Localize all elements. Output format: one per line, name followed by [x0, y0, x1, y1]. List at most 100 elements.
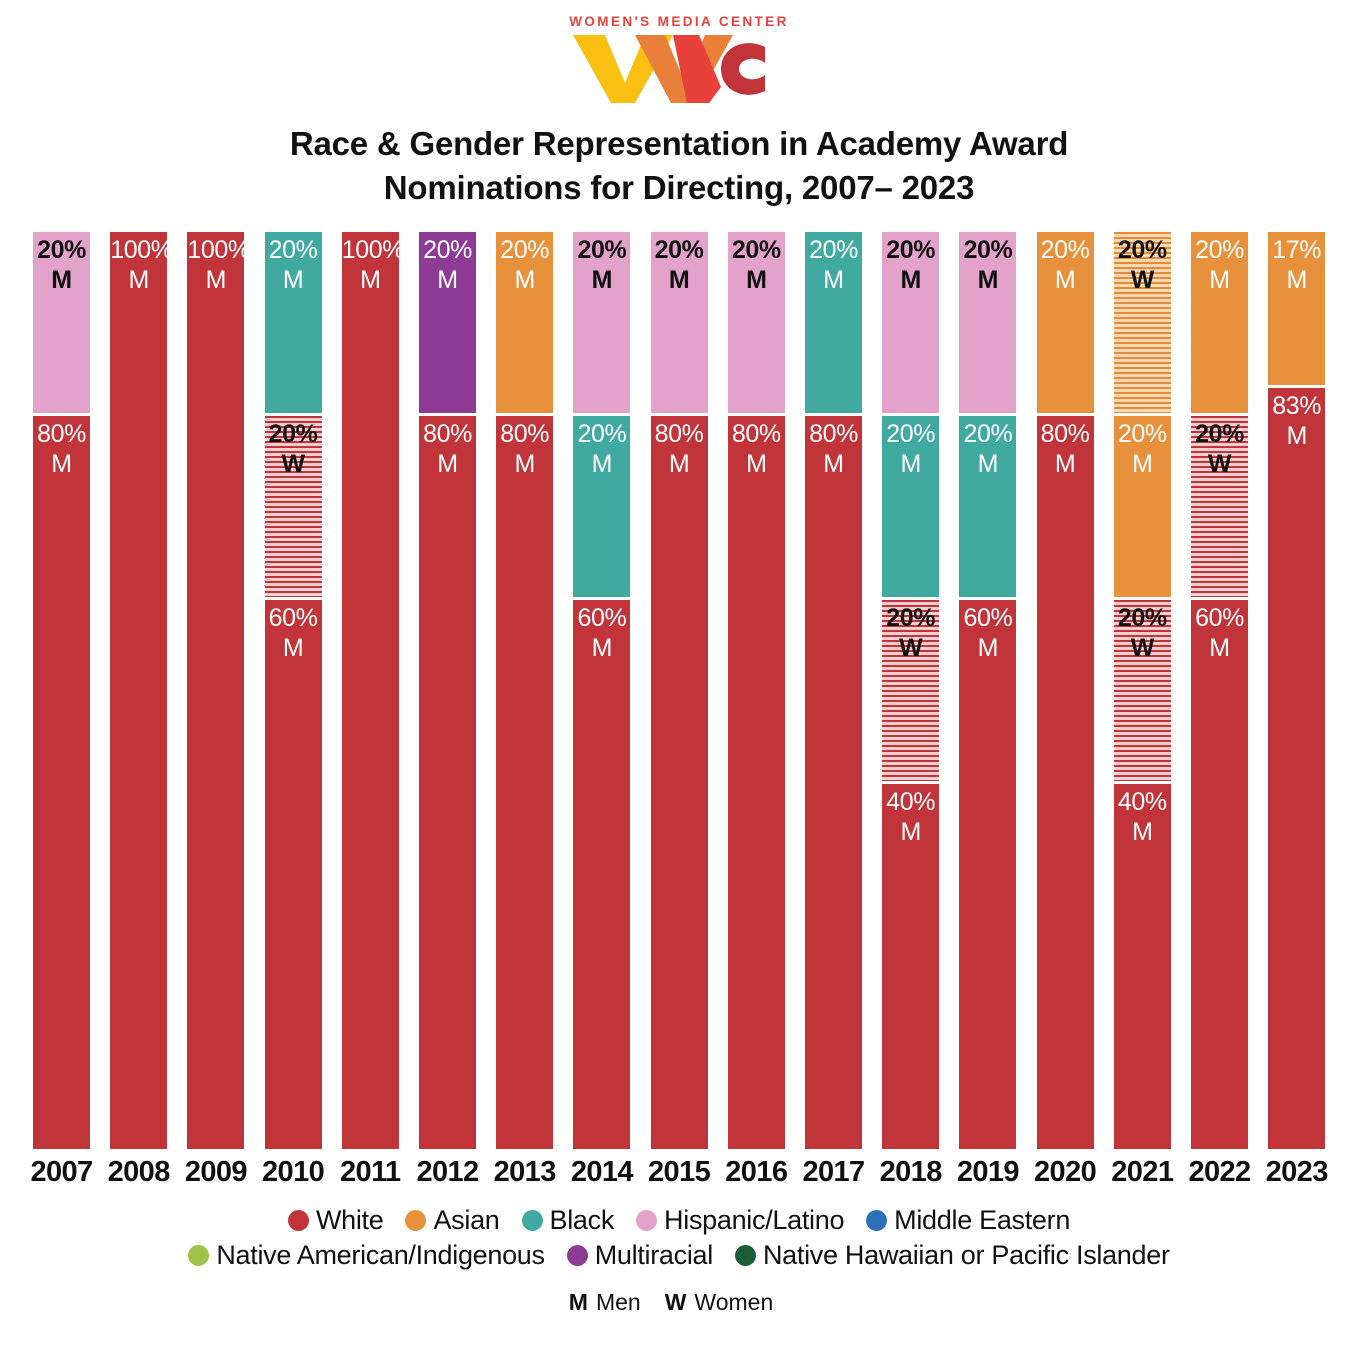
- segment-label: 17% M: [1268, 236, 1325, 295]
- legend-gender-key: M Men W Women: [0, 1289, 1358, 1316]
- bar-segment-2010-white-w: 20% W: [264, 416, 322, 597]
- legend-label: White: [315, 1205, 384, 1235]
- bar-column-2017: 20% M 80% M: [805, 232, 862, 1152]
- bar-column-2020: 20% M 80% M: [1036, 232, 1094, 1152]
- legend-item-white[interactable]: White: [287, 1205, 384, 1236]
- segment-label: 100% M: [110, 236, 167, 295]
- bar-segment-2023-asian-m: 17% M: [1268, 232, 1326, 386]
- segment-percent: 20%: [423, 236, 472, 264]
- x-tick-2016: 2016: [725, 1156, 788, 1188]
- x-tick-2021: 2021: [1111, 1156, 1174, 1188]
- legend-item-hispanic-latino[interactable]: Hispanic/Latino: [636, 1205, 844, 1236]
- segment-gender: M: [282, 265, 304, 294]
- bar-segment-2011-white-m: 100% M: [341, 232, 399, 1149]
- segment-gender: M: [977, 633, 999, 662]
- legend-item-multiracial[interactable]: Multiracial: [566, 1240, 714, 1271]
- segment-percent: 20%: [886, 420, 936, 448]
- segment-percent: 100%: [187, 236, 245, 264]
- segment-gender: M: [437, 449, 458, 478]
- legend-item-native-american-indigenous[interactable]: Native American/Indigenous: [188, 1240, 545, 1271]
- bar-segment-2008-white-m: 100% M: [110, 232, 168, 1149]
- bar-segment-2010-black-m: 20% M: [264, 232, 322, 413]
- x-tick-2007: 2007: [30, 1156, 93, 1188]
- segment-label: 20% M: [419, 236, 476, 295]
- bar-segment-2021-asian-w: 20% W: [1113, 232, 1171, 413]
- wmc-logo: WOMEN'S MEDIA CENTER: [0, 14, 1358, 103]
- x-tick-2011: 2011: [340, 1156, 401, 1188]
- legend-item-black[interactable]: Black: [521, 1205, 615, 1236]
- gender-key-symbol-m: M: [568, 1289, 588, 1315]
- bar-segment-2021-white-w: 20% W: [1113, 600, 1171, 781]
- x-tick-2008: 2008: [107, 1156, 171, 1188]
- legend-item-native-hawaiian-or-pacific-islander[interactable]: Native Hawaiian or Pacific Islander: [734, 1240, 1170, 1271]
- segment-percent: 60%: [963, 604, 1013, 632]
- segment-percent: 20%: [886, 236, 936, 264]
- bar-column-2018: 20% M 20% M 20% W 40% M: [882, 232, 940, 1152]
- x-tick-2015: 2015: [648, 1156, 711, 1188]
- legend-swatch-icon: [636, 1210, 658, 1231]
- segment-percent: 20%: [577, 420, 627, 448]
- segment-label: 100% M: [187, 236, 244, 295]
- segment-label: 20% M: [651, 236, 708, 295]
- bar-segment-2016-white-m: 80% M: [727, 416, 785, 1149]
- bar-segment-2018-white-m: 40% M: [882, 784, 940, 1149]
- legend-label: Black: [549, 1205, 615, 1235]
- bar-segment-2022-asian-m: 20% M: [1191, 232, 1248, 413]
- segment-label: 20% W: [265, 420, 322, 479]
- segment-label: 20% M: [33, 236, 90, 295]
- segment-gender: M: [1286, 421, 1307, 450]
- segment-percent: 100%: [341, 236, 399, 264]
- bar-segment-2019-black-m: 20% M: [959, 416, 1017, 597]
- segment-percent: 17%: [1272, 236, 1322, 264]
- segment-label: 20% M: [573, 420, 630, 479]
- segment-percent: 20%: [268, 420, 318, 448]
- legend-label: Middle Eastern: [894, 1205, 1071, 1235]
- bar-column-2011: 100% M: [341, 232, 399, 1152]
- segment-percent: 20%: [963, 420, 1013, 448]
- bar-segment-2007-white-m: 80% M: [33, 416, 90, 1149]
- segment-label: 40% M: [882, 788, 939, 847]
- bar-segment-2020-asian-m: 20% M: [1036, 232, 1094, 413]
- segment-percent: 80%: [500, 420, 550, 448]
- bar-segment-2020-white-m: 80% M: [1036, 416, 1094, 1149]
- x-tick-2017: 2017: [802, 1156, 865, 1188]
- segment-percent: 20%: [1040, 236, 1090, 264]
- segment-percent: 20%: [577, 236, 627, 264]
- segment-label: 20% M: [573, 236, 630, 295]
- x-tick-2013: 2013: [493, 1156, 557, 1188]
- segment-percent: 20%: [731, 236, 781, 264]
- legend-swatch-icon: [866, 1210, 888, 1231]
- x-tick-2018: 2018: [879, 1156, 943, 1188]
- segment-percent: 20%: [809, 236, 858, 264]
- legend-item-middle-eastern[interactable]: Middle Eastern: [866, 1205, 1070, 1236]
- segment-label: 20% W: [1114, 236, 1171, 295]
- bar-column-2012: 20% M 80% M: [419, 232, 476, 1152]
- segment-gender: M: [514, 449, 535, 478]
- segment-gender: W: [1130, 265, 1155, 294]
- segment-gender: M: [51, 265, 72, 294]
- segment-percent: 60%: [1195, 604, 1244, 632]
- bar-segment-2018-black-m: 20% M: [882, 416, 940, 597]
- bar-segment-2009-white-m: 100% M: [187, 232, 245, 1149]
- bar-segment-2014-black-m: 20% M: [573, 416, 631, 597]
- segment-gender: M: [668, 449, 690, 478]
- segment-percent: 40%: [886, 788, 936, 816]
- segment-percent: 80%: [654, 420, 704, 448]
- title-line-1: Race & Gender Representation in Academy …: [289, 125, 1069, 162]
- segment-label: 20% M: [265, 236, 322, 295]
- segment-percent: 20%: [1195, 420, 1244, 448]
- x-tick-2023: 2023: [1265, 1156, 1329, 1188]
- segment-gender: M: [668, 265, 690, 294]
- segment-gender: M: [591, 265, 613, 294]
- legend-label: Multiracial: [594, 1240, 714, 1270]
- segment-gender: M: [1132, 817, 1153, 846]
- segment-label: 60% M: [265, 604, 322, 663]
- segment-gender: M: [900, 449, 921, 478]
- bar-column-2021: 20% W 20% M 20% W 40% M: [1113, 232, 1171, 1152]
- legend-item-asian[interactable]: Asian: [405, 1205, 500, 1236]
- gender-key-word-women: Women: [694, 1289, 774, 1315]
- segment-label: 83% M: [1268, 392, 1325, 451]
- bar-segment-2018-white-w: 20% W: [882, 600, 940, 781]
- segment-percent: 100%: [110, 236, 168, 264]
- segment-gender: M: [823, 449, 844, 478]
